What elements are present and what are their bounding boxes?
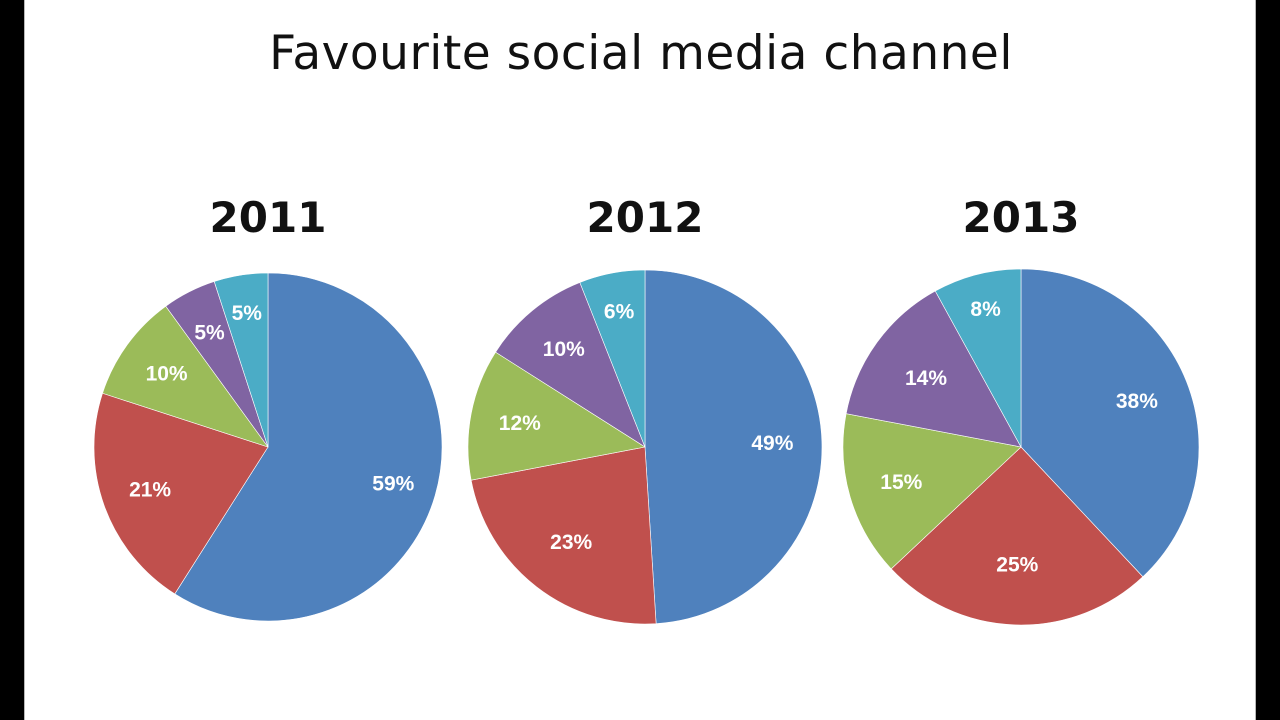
- slice-label: 14%: [905, 367, 947, 390]
- slice-label: 21%: [129, 478, 171, 501]
- pie-slice: [93, 392, 269, 595]
- pie-slice: [579, 269, 646, 448]
- chart-title: Favourite social media channel: [269, 26, 1013, 81]
- pie-slice: [890, 446, 1144, 626]
- pie-slice: [467, 351, 646, 481]
- pie-chart-2012: 2012 49% 23% 12% 10% 6%: [467, 193, 823, 625]
- pie-slice: [1020, 268, 1200, 578]
- pie-slice: [174, 272, 443, 622]
- pie-slice: [845, 290, 1022, 448]
- slice-label: 12%: [499, 412, 541, 435]
- pie-slice: [842, 413, 1022, 570]
- slice-label: 15%: [880, 471, 922, 494]
- slice-label: 25%: [996, 553, 1038, 576]
- slice-label: 5%: [232, 302, 263, 325]
- pie-chart-2011: 2011 59% 21% 10% 5% 5%: [93, 193, 443, 622]
- slice-label: 10%: [543, 338, 585, 361]
- pie-title: 2013: [963, 193, 1080, 242]
- slice-label: 49%: [751, 432, 793, 455]
- slice-label: 10%: [146, 362, 188, 385]
- pie-slice: [495, 282, 646, 448]
- pie-slice: [470, 446, 657, 625]
- pie-slice: [934, 268, 1022, 448]
- pie-chart-2013: 2013 38% 25% 15% 14% 8%: [842, 193, 1200, 626]
- pie-title: 2011: [210, 193, 327, 242]
- slice-label: 59%: [372, 472, 414, 495]
- slice-label: 5%: [194, 321, 225, 344]
- slice-label: 23%: [550, 531, 592, 554]
- pie-slice: [102, 305, 269, 448]
- pie-title: 2012: [587, 193, 704, 242]
- pie-slice: [213, 272, 269, 448]
- pie-slice: [644, 269, 823, 624]
- slice-label: 38%: [1116, 390, 1158, 413]
- slice-label: 6%: [604, 300, 635, 323]
- slice-label: 8%: [970, 298, 1001, 321]
